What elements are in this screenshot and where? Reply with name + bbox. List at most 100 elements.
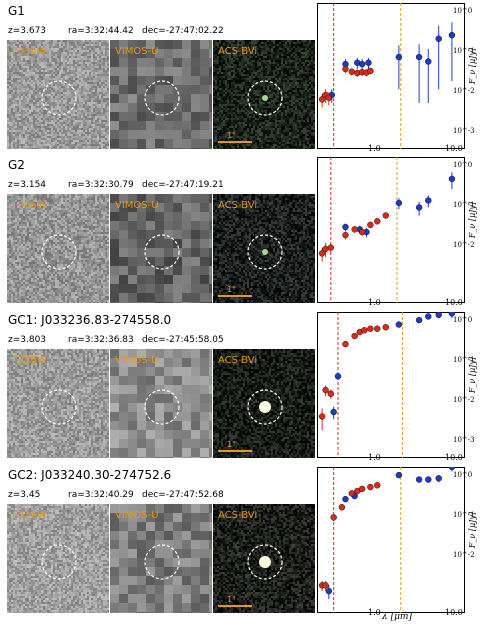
red-data-point — [374, 325, 381, 332]
band-label: ACS-BVi — [218, 46, 257, 57]
aperture-circle — [41, 544, 77, 580]
plot-frame — [317, 157, 465, 303]
image-stamp: F336W — [7, 194, 109, 303]
object-dec: dec=-27:47:19.21 — [142, 180, 252, 190]
blue-data-point — [435, 475, 442, 482]
red-data-point — [327, 244, 335, 251]
y-tick-label: 10^-1 — [453, 511, 475, 519]
red-data-point — [322, 386, 329, 394]
aperture-circle — [144, 389, 180, 425]
sed-axes — [317, 467, 465, 613]
y-tick-label: 10^0 — [453, 471, 472, 479]
blue-data-point — [342, 223, 349, 231]
scale-bar — [218, 450, 252, 452]
red-data-point — [358, 228, 366, 236]
image-stamp: VIMOS-U — [110, 194, 212, 303]
red-data-point — [342, 65, 349, 73]
scale-label: 1" — [227, 131, 236, 140]
image-stamp: F336W — [7, 504, 109, 613]
object-row: G2 z=3.154 ra=3:32:30.79 dec=-27:47:19.21 F3… — [0, 156, 498, 307]
red-data-point — [351, 226, 358, 233]
stamp-image — [7, 194, 109, 303]
blue-data-point — [448, 467, 456, 471]
blue-data-point — [365, 59, 372, 67]
stamp-image — [110, 194, 212, 303]
object-ra: ra=3:32:40.29 — [68, 490, 142, 500]
scale-bar — [218, 141, 252, 143]
sed-plot: F_ν [μJy] 10^0 10^-1 10^-2 10^-3 1.0 10.0 — [317, 312, 477, 462]
aperture-circle — [247, 389, 283, 425]
object-dec: dec=-27:47:52.68 — [142, 490, 252, 500]
red-data-point — [322, 582, 329, 589]
band-label: ACS-BVi — [218, 200, 257, 211]
blue-data-point — [415, 316, 423, 324]
blue-data-point — [448, 175, 456, 183]
source-glow — [259, 556, 271, 568]
scale-bar — [218, 295, 252, 297]
red-data-point — [358, 485, 366, 493]
object-z: z=3.45 — [8, 490, 68, 500]
y-tick-label: 10^-2 — [453, 396, 475, 404]
y-tick-label: 10^-2 — [453, 241, 475, 249]
stamp-image — [213, 194, 315, 303]
band-label: VIMOS-U — [115, 200, 159, 211]
aperture-circle — [144, 234, 180, 270]
x-tick-label: 1.0 — [368, 608, 381, 617]
object-z: z=3.673 — [8, 26, 68, 36]
sed-axes — [317, 312, 465, 458]
stamp-image — [110, 40, 212, 149]
scale-bar — [218, 605, 252, 607]
blue-data-point — [342, 495, 349, 503]
image-stamp: ACS-BVi 1" — [213, 504, 315, 613]
y-tick-label: 10^-1 — [453, 356, 475, 364]
y-tick-label: 10^-1 — [453, 201, 475, 209]
blue-data-point — [415, 53, 423, 61]
object-ra: ra=3:32:30.79 — [68, 180, 142, 190]
red-data-point — [367, 67, 374, 75]
blue-data-point — [395, 53, 403, 61]
object-coordinates: z=3.154 ra=3:32:30.79 dec=-27:47:19.21 — [8, 180, 252, 190]
blue-data-point — [448, 312, 456, 317]
red-data-point — [330, 514, 337, 521]
red-data-point — [367, 325, 374, 332]
y-tick-label: 10^-3 — [453, 127, 475, 135]
aperture-circle — [41, 80, 77, 116]
band-label: ACS-BVi — [218, 355, 257, 366]
stamp-image — [110, 504, 212, 613]
plot-frame — [317, 467, 465, 613]
aperture-circle — [247, 234, 283, 270]
x-tick-label: 10.0 — [445, 144, 463, 153]
band-label: F336W — [12, 510, 47, 521]
red-data-point — [382, 324, 389, 331]
object-row: G1 z=3.673 ra=3:32:44.42 dec=-27:47:02.22 F3… — [0, 2, 498, 153]
plot-frame — [317, 312, 465, 458]
stamp-image — [7, 504, 109, 613]
red-data-point — [367, 221, 374, 229]
red-data-point — [327, 390, 335, 397]
blue-data-point — [395, 321, 403, 328]
red-data-point — [322, 245, 329, 253]
aperture-circle — [247, 80, 283, 116]
red-data-point — [325, 94, 333, 101]
stamp-image — [213, 349, 315, 458]
y-tick-label: 10^0 — [453, 7, 472, 15]
object-z: z=3.154 — [8, 180, 68, 190]
y-tick-label: 10^0 — [453, 316, 472, 324]
red-data-point — [367, 483, 374, 491]
object-coordinates: z=3.673 ra=3:32:44.42 dec=-27:47:02.22 — [8, 26, 252, 36]
blue-data-point — [334, 373, 342, 380]
scale-label: 1" — [227, 595, 236, 604]
plot-frame — [317, 3, 465, 149]
object-coordinates: z=3.45 ra=3:32:40.29 dec=-27:47:52.68 — [8, 490, 252, 500]
image-stamp: F336W — [7, 349, 109, 458]
object-row: GC2: J033240.30-274752.6 z=3.45 ra=3:32:40… — [0, 466, 498, 617]
blue-data-point — [448, 31, 456, 39]
red-data-point — [348, 68, 356, 75]
image-stamp: ACS-BVi 1" — [213, 194, 315, 303]
red-data-point — [342, 231, 349, 239]
object-ra: ra=3:32:36.83 — [68, 335, 142, 345]
blue-data-point — [435, 312, 442, 319]
stamp-image — [213, 504, 315, 613]
band-label: VIMOS-U — [115, 46, 159, 57]
object-dec: dec=-27:47:02.22 — [142, 26, 252, 36]
